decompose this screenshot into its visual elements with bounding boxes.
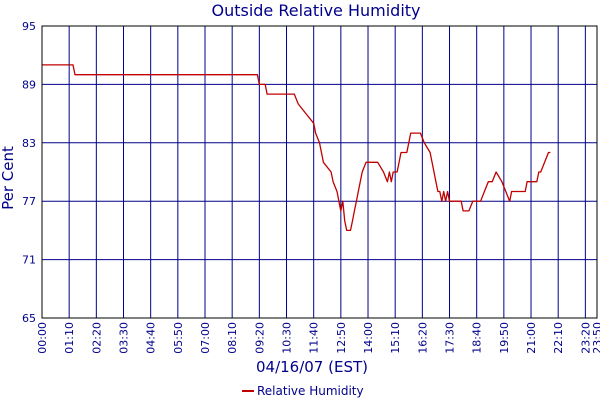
y-axis-label: Per Cent <box>0 146 17 210</box>
legend: Relative Humidity <box>242 384 364 398</box>
x-tick-label-4: 04:40 <box>145 322 158 354</box>
x-tick-label-0: 00:00 <box>36 322 49 354</box>
x-tick-label-3: 03:30 <box>118 322 131 354</box>
x-tick-label-13: 15:10 <box>389 322 402 354</box>
x-tick-labels: 00:00 01:10 02:20 03:30 04:40 05:50 07:00 08:10… <box>36 322 600 354</box>
x-tick-label-7: 08:10 <box>226 322 239 354</box>
y-tick-label-83: 83 <box>22 137 36 150</box>
y-tick-label-89: 89 <box>22 78 36 91</box>
y-tick-label-65: 65 <box>22 312 36 325</box>
x-tick-label-15: 17:30 <box>444 322 457 354</box>
x-tick-label-20: 23:20 <box>579 322 592 354</box>
series-line-0 <box>42 64 551 232</box>
x-tick-label-8: 09:20 <box>253 322 266 354</box>
grid-lines <box>41 25 598 319</box>
chart-title: Outside Relative Humidity <box>211 1 420 20</box>
x-tick-label-11: 12:50 <box>335 322 348 354</box>
x-tick-label-9: 10:30 <box>281 322 294 354</box>
x-tick-label-1: 01:10 <box>63 322 76 354</box>
y-tick-label-71: 71 <box>22 254 36 267</box>
y-tick-label-77: 77 <box>22 195 36 208</box>
x-tick-label-17: 19:50 <box>498 322 511 354</box>
x-tick-label-19: 22:10 <box>552 322 565 354</box>
plot-frame <box>41 25 598 319</box>
series-layer <box>42 64 551 232</box>
x-tick-label-14: 16:20 <box>416 322 429 354</box>
x-tick-label-5: 05:50 <box>172 322 185 354</box>
y-tick-label-95: 95 <box>22 20 36 33</box>
x-tick-label-2: 02:20 <box>90 322 103 354</box>
x-tick-label-18: 21:00 <box>525 322 538 354</box>
x-tick-label-16: 18:40 <box>471 322 484 354</box>
x-tick-label-12: 14:00 <box>362 322 375 354</box>
legend-label-relative-humidity: Relative Humidity <box>257 384 364 398</box>
x-tick-label-10: 11:40 <box>308 322 321 354</box>
y-tick-labels: 65 71 77 83 89 95 <box>22 20 36 325</box>
x-tick-label-21: 23:50 <box>591 322 600 354</box>
x-axis-label: 04/16/07 (EST) <box>256 358 368 376</box>
x-tick-label-6: 07:00 <box>199 322 212 354</box>
